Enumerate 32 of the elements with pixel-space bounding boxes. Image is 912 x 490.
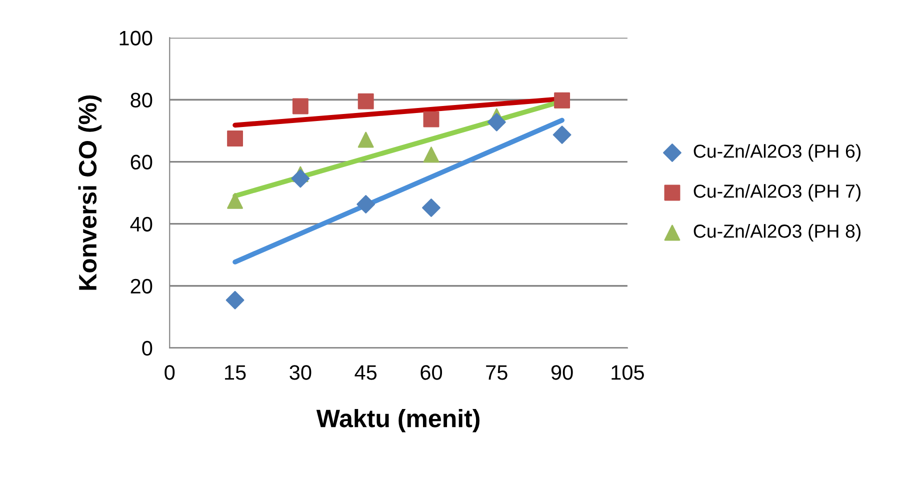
point [423,111,440,128]
y-axis-title: Konversi CO (%) [78,95,102,290]
legend-label: Cu-Zn/Al2O3 (PH 8) [694,224,860,242]
x-tick-label: 15 [225,365,246,380]
point [358,93,374,110]
x-tick-label: 90 [551,365,573,380]
point [358,132,374,148]
legend-label: Cu-Zn/Al2O3 (PH 6) [694,144,860,162]
y-tick-label: 40 [130,216,152,232]
point [227,192,244,209]
point [356,195,376,214]
y-tick-label: 100 [120,30,152,46]
point [292,98,308,114]
point [422,198,440,217]
x-tick-label: 105 [612,365,644,380]
x-tick-label: 45 [354,365,377,380]
point [423,146,440,163]
x-tick-label: 60 [420,365,442,380]
point [487,112,506,132]
y-tick-label: 60 [130,154,152,170]
y-tick-label: 0 [142,340,152,356]
x-tick-label: 30 [290,365,312,380]
point [227,130,244,147]
y-tick-label: 80 [130,92,152,108]
y-tick-label: 20 [130,278,152,294]
legend-label: Cu-Zn/Al2O3 (PH 7) [694,184,860,202]
x-axis-title: Waktu (menit) [316,408,480,432]
x-tick-label: 0 [164,365,175,380]
point [226,290,244,310]
x-tick-label: 75 [486,365,508,380]
point [291,169,310,188]
point [552,126,572,144]
